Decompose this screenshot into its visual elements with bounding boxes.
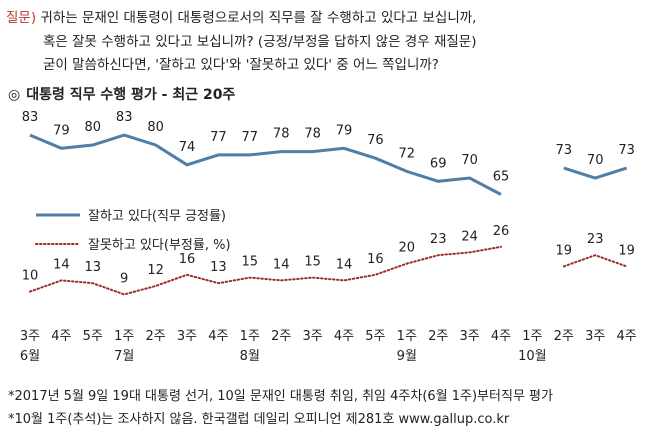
x-tick-label-9: 3주 [302,329,322,344]
data-label-disapproval-14: 24 [461,229,478,244]
legend-label-disapproval: 잘못하고 있다(부정률, %) [88,238,231,253]
bullseye-icon: ◎ [8,87,21,103]
x-tick-label-11: 5주 [365,329,385,344]
data-label-disapproval-8: 14 [273,257,290,272]
x-tick-label-19: 4주 [616,329,636,344]
data-label-disapproval-18: 23 [587,232,604,247]
x-month-label-16: 10월 [518,349,547,364]
data-label-approval-8: 78 [273,127,290,142]
x-tick-label-17: 2주 [554,329,574,344]
question-text-1: 귀하는 문재인 대통령이 대통령으로서의 직무를 잘 수행하고 있다고 보십니까… [40,10,477,26]
question-tag: 질문) [6,10,37,26]
question-line-2: 혹은 잘못 수행하고 있다고 보십니까? (긍정/부정을 답하지 않은 경우 재… [43,34,477,50]
x-tick-label-2: 5주 [83,329,103,344]
series-line-disapproval-1 [562,254,628,268]
x-month-label-12: 9월 [397,349,417,364]
x-month-label-0: 6월 [20,349,40,364]
data-label-disapproval-13: 23 [430,232,447,247]
data-label-disapproval-11: 16 [367,252,384,267]
data-label-disapproval-5: 16 [179,252,196,267]
data-label-approval-18: 70 [587,153,604,168]
x-tick-label-1: 4주 [51,329,71,344]
series-line-disapproval-0 [29,245,502,296]
x-tick-label-0: 3주 [20,329,40,344]
x-month-label-3: 7월 [114,349,134,364]
x-tick-label-7: 1주 [240,329,260,344]
data-label-disapproval-0: 10 [22,269,39,284]
data-label-disapproval-10: 14 [336,257,353,272]
data-label-approval-5: 74 [179,140,196,155]
data-label-approval-13: 69 [430,156,447,171]
data-label-approval-9: 78 [304,127,321,142]
data-label-disapproval-4: 12 [147,263,164,278]
data-label-approval-12: 72 [399,146,416,161]
x-tick-label-14: 3주 [459,329,479,344]
x-tick-label-5: 3주 [177,329,197,344]
x-tick-label-6: 4주 [208,329,228,344]
x-tick-label-16: 1주 [522,329,542,344]
legend-label-approval: 잘하고 있다(직무 긍정률) [88,209,226,224]
data-label-approval-10: 79 [336,123,353,138]
data-label-approval-15: 65 [493,170,510,185]
data-label-approval-17: 73 [556,143,573,158]
question-line-1: 질문) 귀하는 문재인 대통령이 대통령으로서의 직무를 잘 수행하고 있다고 … [6,6,476,26]
x-month-label-7: 8월 [240,349,260,364]
x-tick-label-4: 2주 [145,329,165,344]
footnote-1: *2017년 5월 9일 19대 대통령 선거, 10일 문재인 대통령 취임,… [8,389,553,404]
question-line-3: 굳이 말씀하신다면, '잘하고 있다'와 '잘못하고 있다' 중 어느 쪽입니까… [43,57,439,73]
data-label-approval-11: 76 [367,133,384,148]
chart-title: 대통령 직무 수행 평가 - 최근 20주 [26,87,236,103]
footnote-2: *10월 1주(추석)는 조사하지 않음. 한국갤럽 데일리 오피니언 제281… [8,412,510,427]
data-label-approval-1: 79 [53,123,70,138]
x-tick-label-12: 1주 [397,329,417,344]
data-label-disapproval-17: 19 [556,243,573,258]
data-label-approval-6: 77 [210,130,227,145]
data-label-disapproval-12: 20 [399,241,416,256]
x-tick-label-18: 3주 [585,329,605,344]
data-label-disapproval-3: 9 [120,271,128,286]
data-label-disapproval-2: 13 [85,260,102,275]
x-tick-label-10: 4주 [334,329,354,344]
data-label-disapproval-9: 15 [304,255,321,270]
series-line-approval-1 [563,166,628,180]
data-label-disapproval-1: 14 [53,257,70,272]
data-label-approval-0: 83 [22,110,39,125]
series-line-approval-0 [29,133,502,196]
data-label-approval-2: 80 [85,120,102,135]
data-label-disapproval-19: 19 [618,243,635,258]
data-label-approval-19: 73 [618,143,635,158]
data-label-approval-14: 70 [461,153,478,168]
data-label-disapproval-15: 26 [493,224,510,239]
data-label-approval-3: 83 [116,110,133,125]
data-label-disapproval-6: 13 [210,260,227,275]
data-label-approval-4: 80 [147,120,164,135]
data-label-disapproval-7: 15 [242,255,259,270]
x-tick-label-8: 2주 [271,329,291,344]
x-tick-label-15: 4주 [491,329,511,344]
x-tick-label-13: 2주 [428,329,448,344]
chart-title-row: ◎ 대통령 직무 수행 평가 - 최근 20주 [8,84,235,104]
data-label-approval-7: 77 [242,130,259,145]
x-tick-label-3: 1주 [114,329,134,344]
